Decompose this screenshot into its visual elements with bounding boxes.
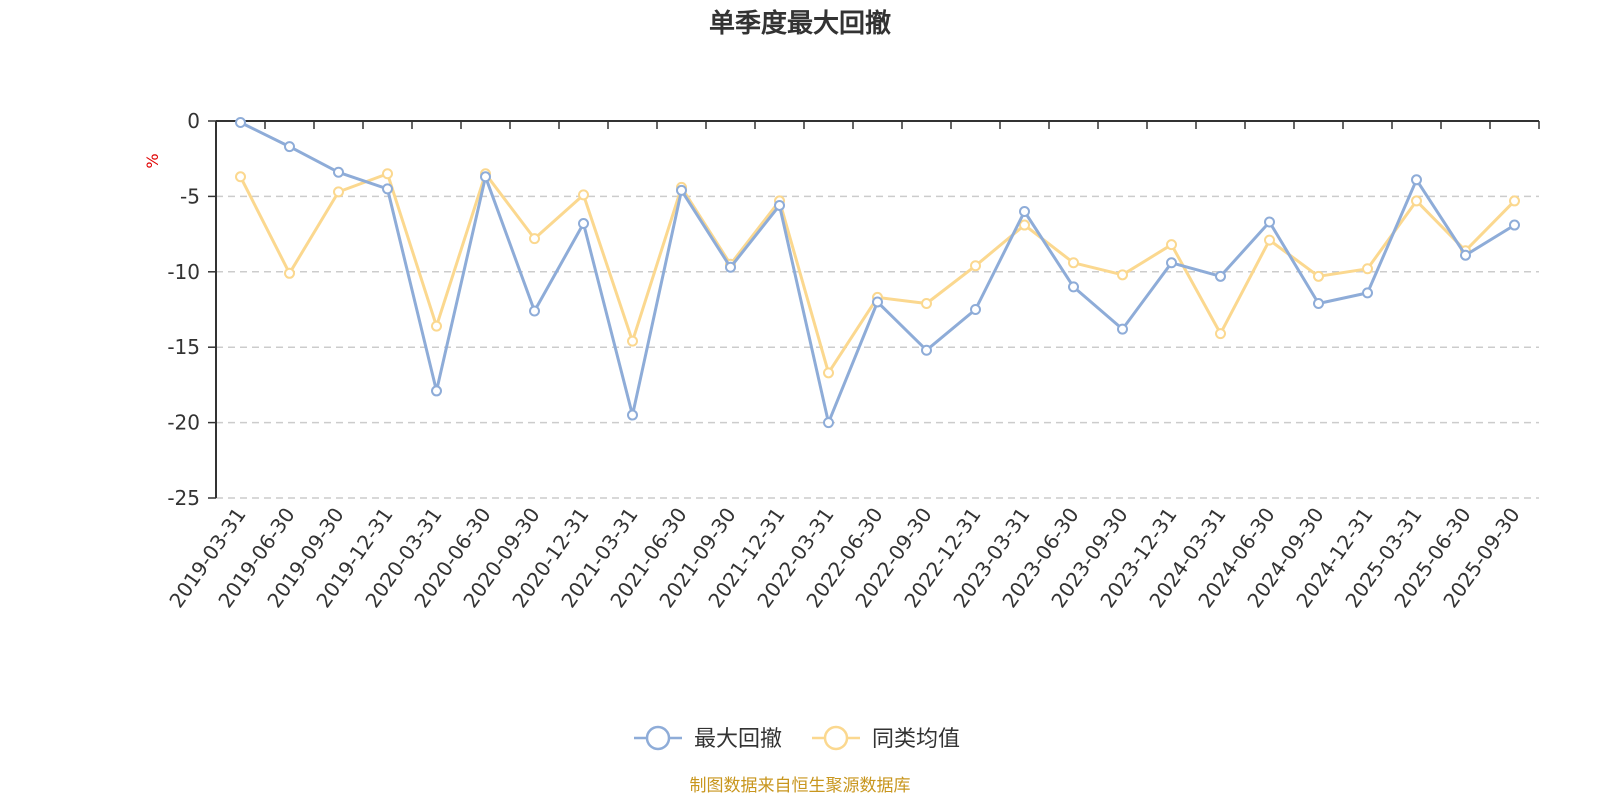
y-tick-label: 0 (187, 109, 200, 133)
data-point (1362, 287, 1373, 299)
source-note: 制图数据来自恒生聚源数据库 (690, 776, 911, 796)
data-point (431, 320, 442, 332)
data-point (431, 385, 442, 397)
data-point (1264, 216, 1275, 228)
y-tick-labels: 0 -5 -10 -15 -20 -25 (167, 109, 200, 510)
legend-marker (823, 725, 849, 751)
data-point (725, 261, 736, 273)
data-point (480, 171, 491, 183)
data-point (1019, 205, 1030, 217)
data-point (578, 189, 589, 201)
legend-marker (645, 725, 671, 751)
data-point (529, 233, 540, 245)
data-point (382, 183, 393, 195)
data-point (823, 417, 834, 429)
data-point (872, 296, 883, 308)
y-tick-label: -15 (167, 335, 200, 359)
y-tick-label: -5 (180, 184, 200, 208)
data-point (970, 260, 981, 272)
grid-lines (216, 195, 1539, 499)
data-point (1215, 270, 1226, 282)
data-point (970, 304, 981, 315)
x-tick-labels: 2019-03-312019-06-302019-09-302019-12-31… (164, 503, 1524, 612)
data-point (1166, 257, 1177, 269)
data-point (1460, 249, 1471, 261)
legend-item-1[interactable]: 同类均值 (812, 725, 960, 752)
data-point (235, 171, 246, 183)
axes (208, 120, 1540, 499)
data-point (1166, 239, 1177, 251)
data-point (578, 218, 589, 230)
data-point (1264, 234, 1275, 246)
data-point (1019, 219, 1030, 231)
data-point (1411, 195, 1422, 207)
data-point (774, 199, 785, 211)
series-line-1 (239, 172, 1516, 375)
data-point (627, 409, 638, 421)
data-point (627, 335, 638, 347)
data-point (1313, 297, 1324, 309)
data-point (1117, 269, 1128, 281)
data-point (1117, 323, 1128, 335)
data-point (1215, 328, 1226, 340)
y-axis-unit: % (143, 153, 162, 168)
data-point (921, 344, 932, 356)
series-group (235, 117, 1520, 429)
data-point (382, 168, 393, 180)
data-point (823, 367, 834, 379)
y-tick-label: -10 (167, 260, 200, 284)
data-point (1509, 195, 1520, 207)
legend-label: 同类均值 (872, 727, 960, 752)
data-point (529, 305, 540, 317)
data-point (1411, 174, 1422, 186)
data-point (1362, 263, 1373, 275)
legend-label: 最大回撤 (694, 727, 782, 752)
data-point (676, 184, 687, 196)
data-point (284, 267, 295, 279)
data-point (1509, 219, 1520, 231)
data-point (1068, 257, 1079, 269)
legend[interactable]: 最大回撤 同类均值 (634, 725, 960, 752)
data-point (921, 297, 932, 309)
data-point (284, 141, 295, 153)
legend-item-0[interactable]: 最大回撤 (634, 725, 782, 752)
data-point (235, 117, 246, 129)
data-point (1313, 270, 1324, 282)
y-tick-label: -25 (167, 486, 200, 510)
data-point (333, 186, 344, 198)
data-point (333, 166, 344, 178)
y-tick-label: -20 (167, 411, 200, 435)
data-point (1068, 281, 1079, 293)
chart-title: 单季度最大回撤 (709, 8, 891, 39)
